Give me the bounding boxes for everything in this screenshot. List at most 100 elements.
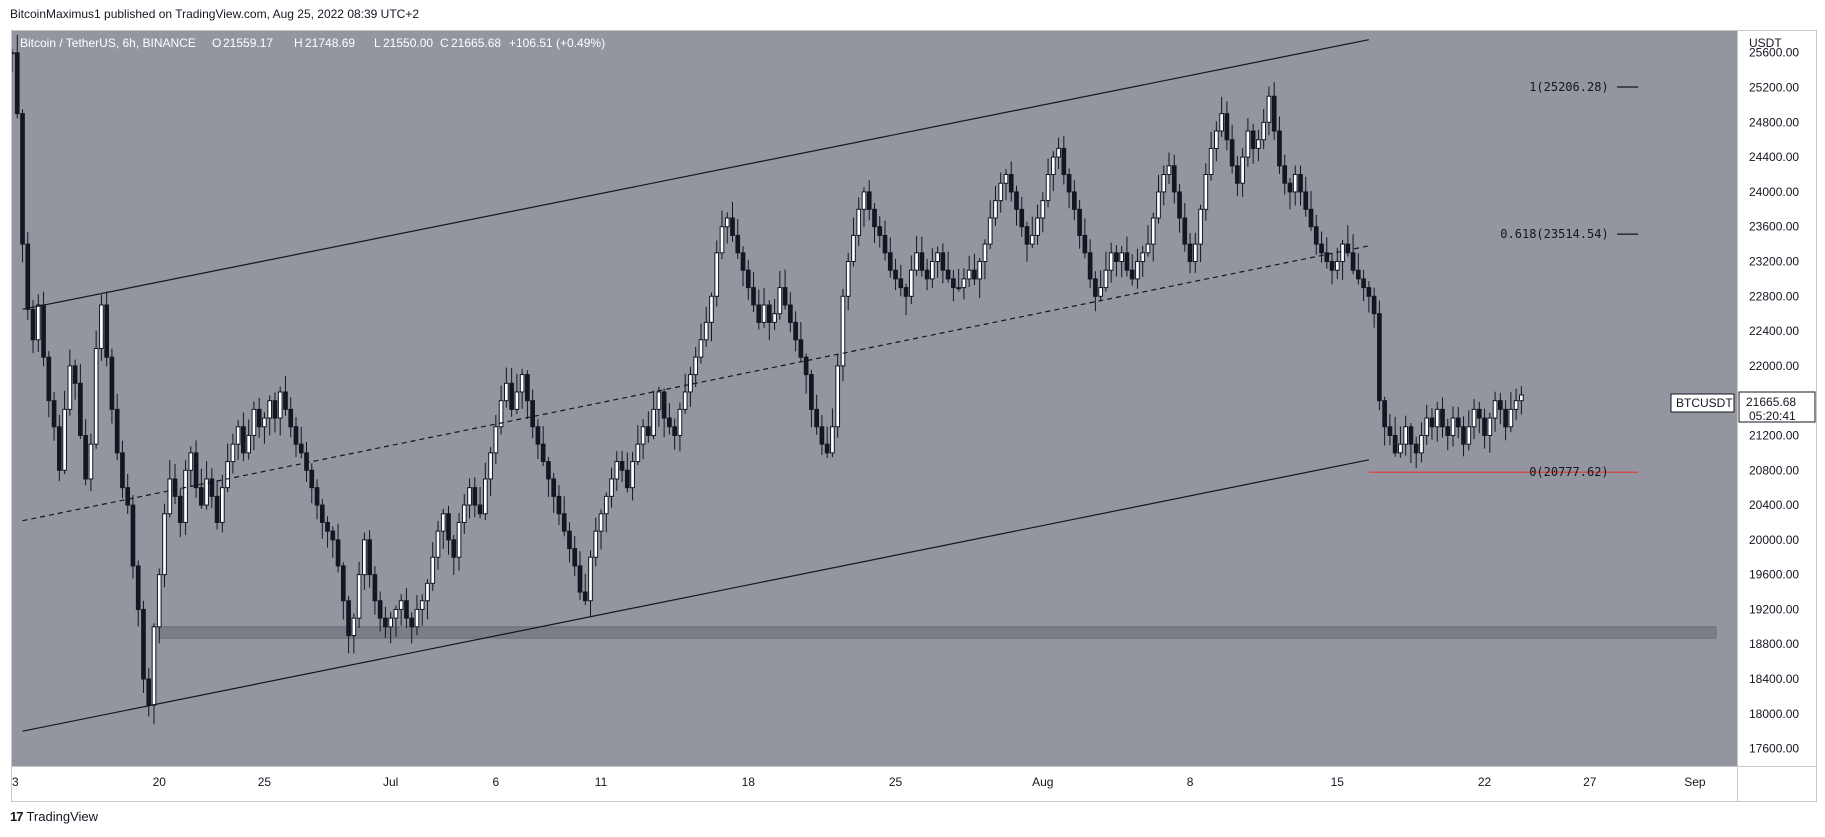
candle — [1471, 399, 1477, 440]
candle-body-down — [78, 382, 83, 436]
candle — [51, 392, 57, 441]
candle — [1419, 422, 1424, 463]
candle — [220, 474, 225, 533]
candle — [1487, 412, 1493, 453]
candle-body-down — [319, 504, 325, 523]
candle-body-down — [314, 487, 320, 506]
time-tick-label: 13 — [12, 775, 19, 789]
candle-body-up — [1150, 217, 1156, 245]
candle-body-down — [672, 426, 677, 436]
candle-body-down — [120, 452, 125, 489]
candlestick-chart[interactable]: 1(25206.28) 0.618(23514.54) 0(20777.62) 17… — [12, 31, 1816, 801]
candle — [451, 534, 457, 575]
bar-countdown: 05:20:41 — [1749, 409, 1796, 423]
candle-body-up — [430, 556, 436, 584]
candle — [525, 370, 530, 419]
candle-body-up — [1492, 400, 1498, 419]
candle — [372, 566, 378, 615]
candle — [267, 395, 273, 436]
candle-body-up — [640, 426, 646, 445]
candle-body-up — [1045, 174, 1051, 202]
fib-level-label: 1(25206.28) — [1529, 80, 1608, 94]
candle — [519, 368, 525, 409]
candle-body-down — [1392, 434, 1398, 454]
candle — [135, 560, 141, 627]
candle — [1445, 418, 1451, 451]
candle-body-up — [993, 200, 998, 219]
candle-body-down — [346, 600, 351, 637]
candle — [1035, 204, 1040, 245]
candle — [1313, 214, 1319, 255]
candle-body-down — [803, 356, 809, 376]
candle — [162, 503, 167, 588]
tradingview-logo[interactable]: 17 TradingView — [10, 809, 98, 824]
candle-body-down — [293, 426, 299, 445]
candle-body-down — [1171, 165, 1177, 193]
candle-body-up — [998, 182, 1004, 202]
candle-body-up — [393, 608, 399, 619]
candle-body-up — [709, 295, 714, 323]
legend-o-value: 21559.17 — [223, 36, 273, 50]
candle-body-up — [467, 487, 472, 506]
publish-caption: BitcoinMaximus1 published on TradingView… — [10, 7, 420, 21]
candle-body-down — [509, 382, 514, 410]
candle-body-down — [309, 469, 315, 489]
candle — [35, 294, 41, 352]
candle — [1277, 116, 1282, 174]
candle-body-up — [1403, 426, 1409, 445]
candle-body-down — [546, 461, 551, 480]
candle-body-up — [688, 374, 693, 393]
candle-body-up — [1166, 165, 1172, 176]
chart-frame: 1(25206.28) 0.618(23514.54) 0(20777.62) 17… — [11, 30, 1817, 802]
candle-body-down — [882, 234, 888, 254]
candle — [141, 600, 146, 693]
legend-l-value: 21550.00 — [383, 36, 433, 50]
candle — [740, 246, 746, 287]
candle — [930, 248, 935, 289]
legend-o-label: O — [212, 36, 221, 50]
candle — [919, 236, 925, 277]
candle — [945, 251, 951, 283]
candle — [1476, 401, 1482, 434]
candle-body-down — [798, 339, 804, 358]
candle — [504, 367, 509, 408]
candle-body-up — [1334, 261, 1340, 271]
candle-body-down — [377, 600, 383, 619]
candle — [109, 348, 115, 424]
candle-body-down — [1324, 252, 1330, 263]
candle — [982, 239, 988, 280]
legend-c-value: 21665.68 — [451, 36, 501, 50]
candle-body-down — [624, 469, 630, 489]
candle — [188, 446, 194, 487]
candle-body-down — [1287, 182, 1293, 193]
candle — [1371, 287, 1377, 328]
time-tick-label: 18 — [742, 775, 756, 789]
symbol-price-badge[interactable]: BTCUSDT 21665.68 05:20:41 — [1670, 391, 1816, 423]
candle-body-down — [1440, 408, 1445, 428]
candle-body-down — [30, 308, 36, 341]
candle-body-down — [1224, 113, 1230, 141]
candle-body-down — [814, 408, 819, 428]
candle — [1056, 137, 1061, 169]
candle — [1098, 270, 1103, 302]
candle — [977, 258, 983, 299]
candle-body-up — [977, 261, 983, 280]
candle-body-down — [1408, 426, 1414, 445]
time-tick-label: Aug — [1032, 775, 1053, 789]
candle-body-up — [656, 391, 662, 410]
price-tick-label: 24800.00 — [1749, 115, 1799, 129]
candle — [1235, 156, 1240, 197]
candle — [1482, 408, 1487, 449]
candle-body-up — [1161, 174, 1167, 193]
candle-body-down — [646, 426, 651, 436]
candle-body-down — [1093, 278, 1098, 297]
candle-body-down — [1298, 174, 1303, 193]
candle — [1029, 216, 1035, 248]
candle-body-down — [1077, 208, 1082, 236]
candle — [1345, 225, 1351, 257]
candle-body-down — [1072, 191, 1077, 210]
candle — [1140, 245, 1146, 278]
candle — [1329, 253, 1335, 285]
candle-body-up — [162, 513, 167, 576]
candle — [766, 300, 772, 341]
